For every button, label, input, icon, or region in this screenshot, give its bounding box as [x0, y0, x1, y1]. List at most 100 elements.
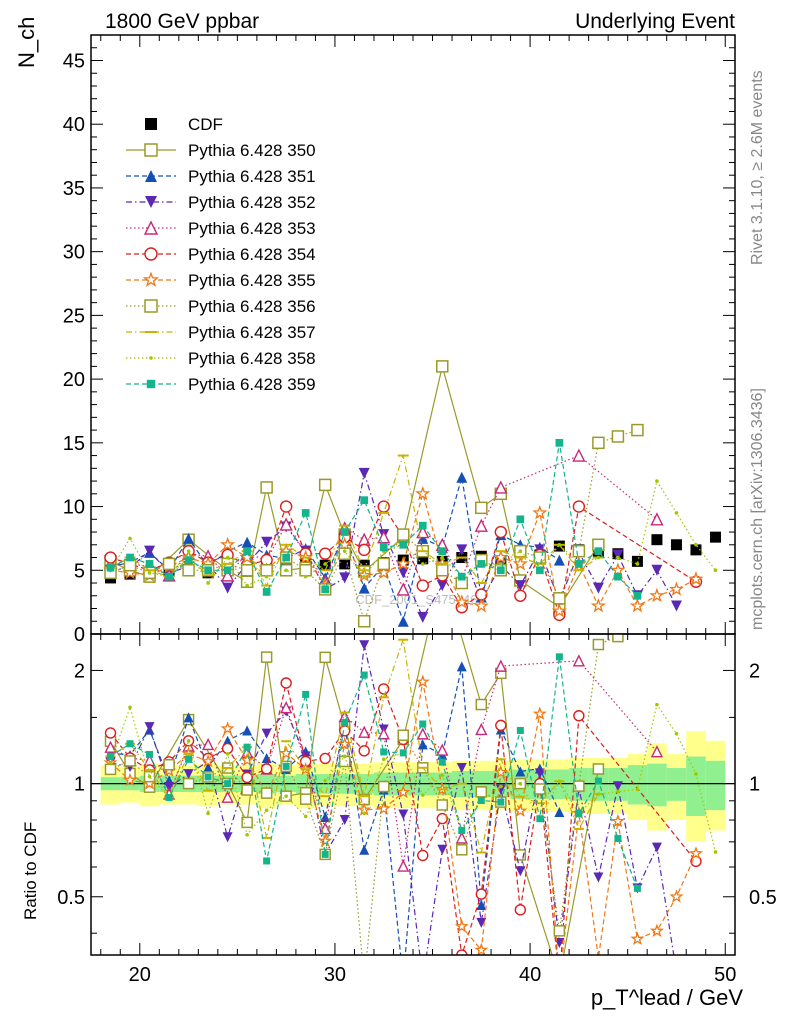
- data-point: [126, 553, 134, 562]
- data-point: [243, 547, 251, 556]
- data-point: [417, 553, 429, 565]
- ratio-point: [299, 793, 312, 805]
- ratio-point: [573, 827, 584, 830]
- data-point: [415, 485, 431, 501]
- ratio-point: [185, 755, 193, 763]
- data-point: [106, 563, 115, 572]
- data-point: [279, 517, 293, 531]
- ratio-point: [260, 763, 273, 775]
- ratio-point: [476, 851, 487, 854]
- ratio-point: [183, 712, 194, 723]
- ratio-point: [377, 780, 390, 793]
- ratio-point: [245, 833, 249, 837]
- ratio-point: [534, 768, 545, 779]
- legend-label: Pythia 6.428 350: [188, 141, 316, 160]
- data-point: [318, 547, 332, 560]
- data-point: [202, 574, 214, 577]
- legend-label: Pythia 6.428 352: [188, 193, 316, 212]
- data-point: [631, 423, 644, 437]
- data-point: [575, 560, 583, 568]
- data-point: [456, 544, 468, 556]
- ratio-point: [260, 651, 273, 663]
- ratio-point: [415, 674, 430, 688]
- data-point: [376, 564, 392, 580]
- header-right-title: Underlying Event: [575, 10, 735, 33]
- ratio-line: [110, 682, 697, 955]
- ratio-point: [476, 900, 487, 911]
- data-point: [147, 571, 152, 575]
- ratio-point: [554, 806, 565, 817]
- data-point: [496, 566, 505, 575]
- ratio-point: [573, 710, 585, 722]
- ratio-point: [378, 696, 389, 699]
- data-point: [360, 496, 369, 505]
- ratio-point: [515, 766, 526, 777]
- ratio-point: [241, 784, 253, 796]
- data-point: [222, 582, 234, 594]
- data-point: [709, 531, 721, 543]
- ratio-point: [220, 721, 235, 735]
- data-point: [144, 545, 156, 557]
- y-tick-label: 10: [63, 497, 85, 519]
- ratio-point: [378, 683, 390, 695]
- ratio-point: [359, 975, 369, 985]
- data-point: [612, 549, 624, 561]
- data-point: [596, 555, 601, 560]
- ratio-series-5: [104, 677, 702, 985]
- data-point: [358, 543, 371, 557]
- data-point: [182, 564, 195, 577]
- data-point: [319, 569, 331, 572]
- data-point: [512, 555, 528, 571]
- data-point: [670, 600, 682, 612]
- ratio-point: [261, 836, 272, 839]
- ratio-point: [592, 638, 605, 651]
- data-point: [694, 542, 698, 547]
- ratio-point: [303, 814, 308, 819]
- ratio-point: [688, 846, 704, 860]
- data-point: [321, 585, 330, 594]
- ratio-point: [203, 789, 214, 792]
- data-point: [534, 562, 546, 565]
- data-point: [379, 543, 388, 552]
- data-point: [397, 567, 409, 579]
- ratio-point: [694, 772, 698, 776]
- ratio-point: [264, 808, 269, 813]
- ratio-point: [436, 799, 449, 811]
- x-tick-label: 40: [519, 964, 541, 986]
- ratio-point: [261, 752, 272, 763]
- ratio-point: [201, 753, 216, 768]
- ratio-point: [419, 720, 427, 728]
- ratio-point: [612, 781, 623, 792]
- data-point: [572, 544, 586, 558]
- ratio-point: [319, 651, 331, 664]
- data-point: [223, 566, 232, 575]
- data-point: [438, 547, 447, 556]
- x-tick-label: 20: [129, 964, 151, 986]
- data-point: [299, 564, 312, 577]
- ratio-point: [318, 833, 333, 847]
- data-point: [532, 504, 548, 520]
- data-point: [358, 582, 370, 594]
- data-point: [436, 562, 448, 565]
- data-point: [573, 569, 585, 572]
- series-line: [110, 442, 638, 597]
- ratio-point: [437, 788, 448, 791]
- data-point: [616, 555, 620, 560]
- ratio-point: [554, 973, 564, 983]
- ratio-point: [554, 975, 565, 985]
- data-point: [555, 438, 564, 447]
- data-point: [457, 572, 466, 581]
- ratio-point: [515, 866, 526, 877]
- ratio-point: [555, 653, 563, 661]
- data-point: [245, 583, 249, 588]
- ratio-point: [495, 758, 506, 761]
- ratio-line: [110, 645, 675, 955]
- ratio-point: [516, 726, 524, 734]
- data-point: [473, 598, 489, 613]
- ratio-point: [359, 640, 370, 651]
- data-point: [535, 566, 544, 575]
- ratio-point: [455, 831, 468, 844]
- ratio-point: [554, 975, 564, 985]
- data-point: [594, 547, 603, 556]
- data-point: [358, 559, 370, 571]
